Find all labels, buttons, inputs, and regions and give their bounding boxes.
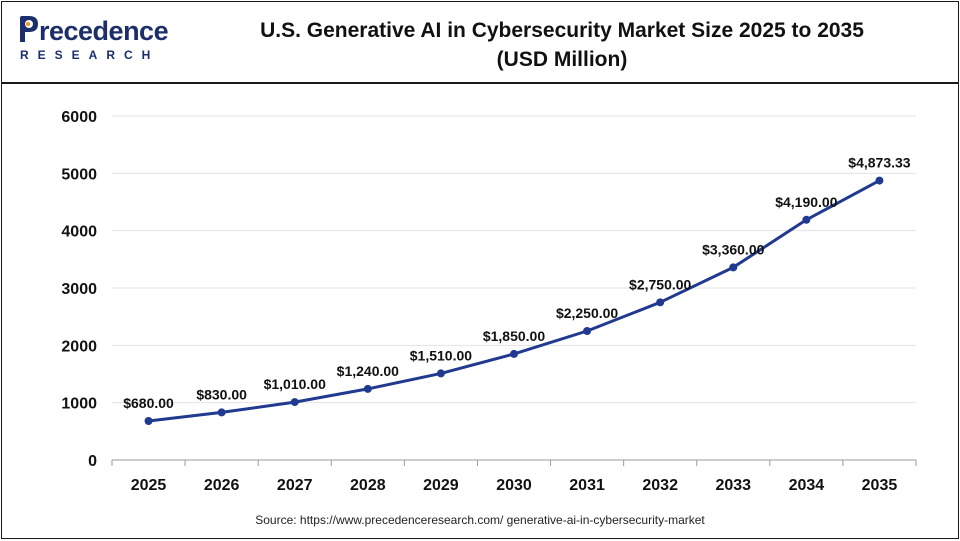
data-label: $1,240.00	[337, 363, 399, 379]
x-tick-label: 2031	[569, 477, 605, 494]
y-tick-label: 1000	[61, 396, 97, 413]
precedence-research-logo: recedence RESEARCH	[16, 14, 169, 66]
logo-p-icon	[20, 16, 38, 42]
x-tick-label: 2034	[789, 477, 825, 494]
chart-title-line1: U.S. Generative AI in Cybersecurity Mark…	[260, 19, 864, 42]
y-tick-label: 5000	[61, 166, 97, 183]
x-tick-label: 2028	[350, 477, 386, 494]
data-point	[729, 263, 738, 272]
data-point	[510, 349, 518, 358]
x-tick-label: 2025	[131, 477, 167, 494]
logo-word: recedence	[39, 16, 169, 46]
data-label: $1,850.00	[483, 328, 545, 344]
chart-title-line2: (USD Million)	[496, 48, 628, 71]
data-label: $1,010.00	[264, 376, 326, 392]
y-tick-label: 3000	[61, 281, 97, 298]
x-tick-label: 2032	[642, 477, 678, 494]
data-label: $680.00	[123, 395, 174, 411]
data-label: $2,250.00	[556, 305, 618, 321]
data-point	[363, 384, 372, 393]
source-note: Source: https://www.precedenceresearch.c…	[255, 513, 705, 527]
x-tick-label: 2026	[204, 477, 240, 494]
chart-title: U.S. Generative AI in Cybersecurity Mark…	[192, 16, 932, 74]
data-point	[144, 417, 153, 426]
y-tick-label: 2000	[61, 338, 97, 355]
logo-wordmark: recedence	[16, 14, 169, 47]
data-label: $4,190.00	[775, 194, 837, 210]
y-tick-label: 4000	[61, 224, 97, 241]
chart-header: recedence RESEARCH U.S. Generative AI in…	[2, 2, 958, 84]
x-tick-label: 2029	[423, 477, 459, 494]
line-chart: 0 1000 2000 3000 4000 5000 6000 2025 2026 2027 202…	[61, 109, 917, 494]
x-tick-label: 2035	[862, 477, 898, 494]
data-label: $1,510.00	[410, 347, 472, 363]
x-tick-label: 2027	[277, 477, 313, 494]
data-point	[656, 298, 665, 307]
data-label: $3,360.00	[702, 241, 764, 257]
series-line	[148, 179, 881, 423]
data-label: $4,873.33	[848, 155, 910, 171]
data-point	[875, 176, 884, 185]
data-point	[290, 398, 299, 407]
y-tick-label: 6000	[61, 109, 97, 126]
data-point	[436, 369, 445, 378]
logo-subtitle: RESEARCH	[20, 48, 160, 62]
data-point	[583, 327, 592, 335]
data-label: $830.00	[196, 386, 247, 402]
data-point	[217, 408, 226, 417]
x-tick-label: 2030	[496, 477, 532, 494]
y-tick-label: 0	[88, 453, 97, 470]
x-tick-label: 2033	[715, 477, 751, 494]
data-point	[802, 215, 811, 224]
data-label: $2,750.00	[629, 276, 691, 292]
